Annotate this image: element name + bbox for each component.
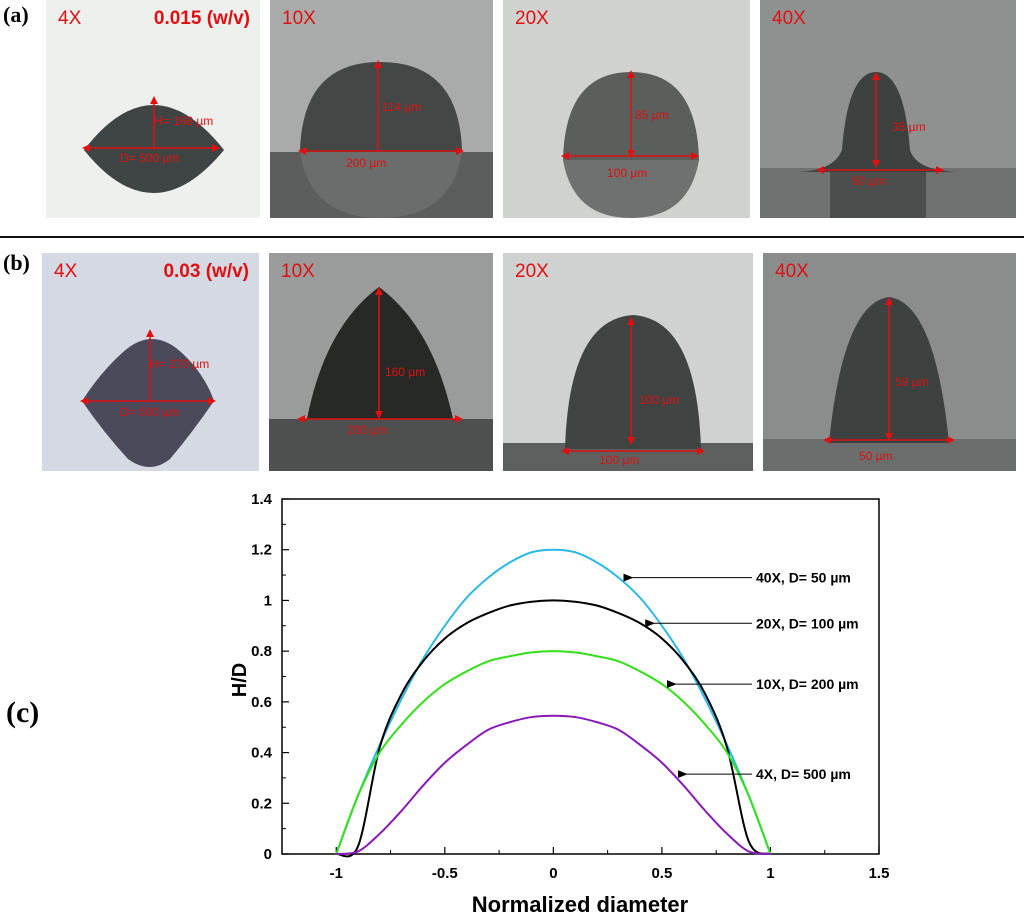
x-tick-label: 1.5 [869, 865, 890, 882]
height-label: H= 270 µm [150, 357, 210, 371]
height-label: 59 µm [895, 375, 929, 389]
tick-marks [281, 498, 880, 855]
concentration-label: 0.015 (w/v) [153, 8, 250, 29]
diameter-label: D= 500 µm [120, 151, 180, 165]
annotations: 40X, D= 50 µm 20X, D= 100 µm 10X, D= 200 µ… [623, 570, 859, 782]
annotation-label: 40X, D= 50 µm [756, 570, 851, 586]
diameter-label: 100 µm [599, 453, 640, 467]
concentration-label: 0.03 (w/v) [163, 261, 249, 282]
micrograph-a-40x: 40X 35 µm 50 µm [760, 0, 1016, 218]
panel-label-b: (b) [3, 250, 30, 275]
diameter-label: 200 µm [347, 423, 388, 437]
series-line [335, 599, 771, 858]
height-label: 85 µm [635, 108, 669, 122]
annotation-label: 20X, D= 100 µm [756, 615, 859, 631]
magnification-label: 4X [54, 261, 78, 282]
height-label: H= 168 µm [154, 114, 214, 128]
diameter-label: 50 µm [859, 449, 893, 463]
panel-label-c: (c) [6, 696, 40, 729]
y-tick-label: 0.2 [251, 795, 272, 812]
height-label: 100 µm [639, 393, 680, 407]
magnification-label: 20X [515, 261, 549, 282]
row-divider [0, 236, 1024, 238]
x-tick-label: -0.5 [432, 865, 458, 882]
y-tick-label: 1 [264, 592, 272, 609]
x-tick-label: 0 [549, 865, 557, 882]
diameter-label: D= 500 µm [120, 405, 180, 419]
diameter-label: 100 µm [607, 166, 648, 180]
y-tick-label: 1.4 [251, 491, 273, 508]
y-tick-label: 0.4 [251, 745, 273, 762]
magnification-label: 20X [515, 8, 549, 29]
annotation-label: 10X, D= 200 µm [756, 676, 859, 692]
series-line [335, 548, 772, 855]
magnification-label: 10X [282, 8, 316, 29]
magnification-label: 4X [58, 8, 82, 29]
x-axis-label: Normalized diameter [472, 892, 689, 914]
micrograph-b-10x: 10X 160 µm 200 µm [269, 253, 493, 471]
diameter-label: 50 µm [852, 174, 886, 188]
magnification-label: 40X [772, 8, 806, 29]
y-tick-label: 0.6 [251, 694, 272, 711]
diameter-label: 200 µm [346, 156, 387, 170]
micrograph-b-40x: 40X 59 µm 50 µm [763, 253, 1016, 471]
micrograph-a-4x: 4X 0.015 (w/v) H= 168 µm D= 500 µm [46, 0, 260, 218]
micrograph-a-20x: 20X 85 µm 100 µm [503, 0, 750, 218]
annotation-label: 4X, D= 500 µm [756, 766, 851, 782]
series-line [335, 650, 772, 855]
y-tick-label: 0 [264, 846, 272, 863]
height-label: 160 µm [385, 365, 426, 379]
micrograph-b-20x: 20X 100 µm 100 µm [503, 253, 753, 471]
micrograph-a-10x: 10X 114 µm 200 µm [270, 0, 493, 218]
x-tick-label: 1 [766, 865, 774, 882]
series-lines [335, 548, 772, 858]
panel-label-a: (a) [3, 2, 29, 27]
magnification-label: 40X [775, 261, 809, 282]
y-tick-label: 1.2 [251, 542, 272, 559]
y-tick-label: 0.8 [251, 643, 272, 660]
height-label: 35 µm [892, 120, 926, 134]
tick-labels: -1 -0.5 0 0.5 1 1.5 0 0.2 0.4 0.6 0.8 1 1.2 1.4 [251, 491, 889, 882]
micrograph-b-4x: 4X 0.03 (w/v) H= 270 µm D= 500 µm [42, 253, 259, 471]
y-axis-label: H/D [229, 663, 251, 697]
x-tick-label: 0.5 [651, 865, 672, 882]
x-tick-label: -1 [330, 865, 343, 882]
hd-profile-chart: -1 -0.5 0 0.5 1 1.5 0 0.2 0.4 0.6 0.8 1 1.2 1.4 40X, … [229, 491, 889, 914]
height-label: 114 µm [382, 100, 422, 114]
magnification-label: 10X [281, 261, 315, 282]
series-line [336, 714, 771, 855]
